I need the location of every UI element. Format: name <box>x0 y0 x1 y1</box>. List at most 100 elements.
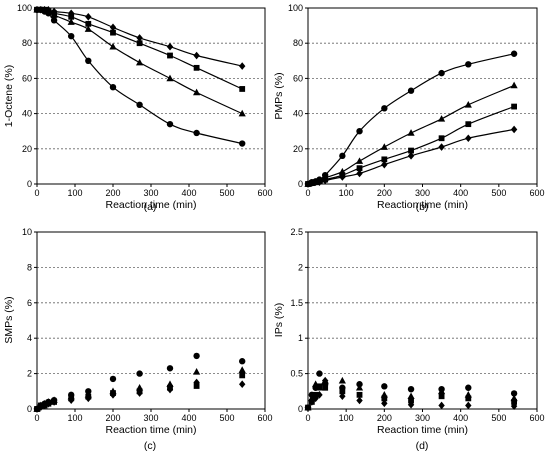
data-point-triangle-8 <box>407 129 415 136</box>
x-tick-label: 500 <box>219 413 234 423</box>
data-point-diamond-5 <box>68 9 75 18</box>
data-point-circle-7 <box>381 105 388 112</box>
data-point-square-10 <box>193 64 200 71</box>
data-point-square-3 <box>316 383 323 390</box>
data-point-triangle-6 <box>355 383 364 391</box>
x-tick-label: 600 <box>529 188 544 198</box>
x-tick-label: 200 <box>105 413 120 423</box>
data-point-diamond-8 <box>407 152 415 160</box>
data-point-triangle-9 <box>437 387 446 395</box>
data-point-triangle-8 <box>136 58 144 66</box>
data-point-square-7 <box>110 29 116 36</box>
data-point-diamond-9 <box>438 143 445 151</box>
data-point-diamond-3 <box>45 5 52 14</box>
x-axis-label: Reaction time (min) <box>105 424 196 436</box>
y-tick-label: 2 <box>298 262 303 272</box>
data-point-square-6 <box>85 20 92 27</box>
data-point-circle-9 <box>166 120 174 128</box>
x-tick-label: 300 <box>143 188 158 198</box>
x-tick-label: 0 <box>34 413 39 423</box>
data-point-diamond-7 <box>109 23 117 32</box>
y-tick-label: 80 <box>293 38 303 48</box>
y-axis-label: PMPs (%) <box>273 72 285 119</box>
x-tick-label: 500 <box>491 188 506 198</box>
data-point-circle-9 <box>166 365 174 372</box>
data-point-square-8 <box>136 40 143 47</box>
data-point-diamond-3 <box>316 178 323 187</box>
data-point-diamond-8 <box>136 389 143 397</box>
y-tick-label: 0 <box>27 404 32 414</box>
y-tick-label: 20 <box>293 144 303 154</box>
data-point-triangle-10 <box>193 88 201 96</box>
data-point-circle-5 <box>339 152 346 160</box>
data-point-circle-6 <box>356 128 363 135</box>
data-point-triangle-11 <box>238 109 246 117</box>
data-point-diamond-2 <box>41 5 48 14</box>
data-point-diamond-2 <box>312 178 319 187</box>
y-tick-label: 2.5 <box>290 227 303 237</box>
data-point-circle-7 <box>109 375 117 383</box>
data-point-circle-4 <box>50 17 58 24</box>
data-point-circle-8 <box>407 87 415 94</box>
data-point-diamond-11 <box>510 402 518 410</box>
data-point-circle-7 <box>381 383 388 390</box>
data-point-diamond-1 <box>37 403 44 412</box>
data-point-diamond-1 <box>308 398 316 406</box>
data-point-triangle-7 <box>380 143 388 150</box>
data-point-diamond-3 <box>45 399 52 408</box>
data-point-square-11 <box>511 103 517 110</box>
x-tick-label: 400 <box>453 413 468 423</box>
data-point-circle-9 <box>438 69 445 77</box>
data-point-diamond-10 <box>465 401 472 410</box>
y-tick-label: 0.5 <box>290 369 303 379</box>
data-point-diamond-0 <box>33 5 41 14</box>
x-tick-label: 200 <box>377 188 392 198</box>
x-axis-label: Reaction time (min) <box>105 199 196 211</box>
data-point-triangle-5 <box>67 18 75 25</box>
fit-curve-circle <box>36 9 243 145</box>
data-point-diamond-6 <box>356 169 363 178</box>
panel-caption: (b) <box>416 201 429 213</box>
fit-curve-square <box>307 106 515 185</box>
series-diamond <box>304 376 518 412</box>
data-point-square-8 <box>408 147 414 154</box>
data-point-triangle-6 <box>355 157 364 164</box>
x-tick-label: 100 <box>339 188 354 198</box>
chart-panel-4: 0 0.5 1 1.5 2 2.5 0 100 200 300 400 500 600 Reaction … <box>273 227 545 452</box>
data-point-circle-5 <box>68 32 75 40</box>
data-point-circle-10 <box>193 352 200 360</box>
data-point-diamond-7 <box>109 391 117 399</box>
data-point-diamond-3 <box>316 391 323 399</box>
y-tick-label: 0 <box>27 179 32 189</box>
x-tick-label: 100 <box>339 413 354 423</box>
chart-panel-2: 0 20 40 60 80 100 0 100 200 300 400 500 600 Reaction … <box>273 3 545 213</box>
y-tick-label: 2 <box>27 369 32 379</box>
data-point-diamond-6 <box>356 396 363 405</box>
y-tick-label: 60 <box>293 73 303 83</box>
data-point-diamond-0 <box>304 403 312 412</box>
data-point-triangle-10 <box>464 101 472 108</box>
data-point-diamond-4 <box>50 398 58 406</box>
data-point-triangle-9 <box>166 74 174 82</box>
x-tick-label: 200 <box>105 188 120 198</box>
data-point-diamond-6 <box>85 13 92 21</box>
fit-curve-circle <box>307 53 515 185</box>
y-tick-label: 20 <box>22 144 32 154</box>
x-axis-label: Reaction time (min) <box>377 199 468 211</box>
data-point-diamond-10 <box>465 134 472 143</box>
y-tick-label: 40 <box>22 109 32 119</box>
y-tick-label: 100 <box>288 3 303 13</box>
data-point-square-4 <box>322 384 329 391</box>
data-point-diamond-4 <box>50 7 58 16</box>
x-tick-label: 600 <box>257 413 272 423</box>
data-point-diamond-11 <box>239 62 246 70</box>
data-point-diamond-5 <box>339 173 346 181</box>
data-point-diamond-5 <box>339 392 346 401</box>
data-point-diamond-11 <box>510 125 518 134</box>
data-point-diamond-10 <box>193 51 200 60</box>
x-tick-label: 100 <box>67 413 82 423</box>
x-tick-label: 400 <box>453 188 468 198</box>
data-point-diamond-9 <box>166 42 174 51</box>
plot-frame <box>36 231 266 410</box>
